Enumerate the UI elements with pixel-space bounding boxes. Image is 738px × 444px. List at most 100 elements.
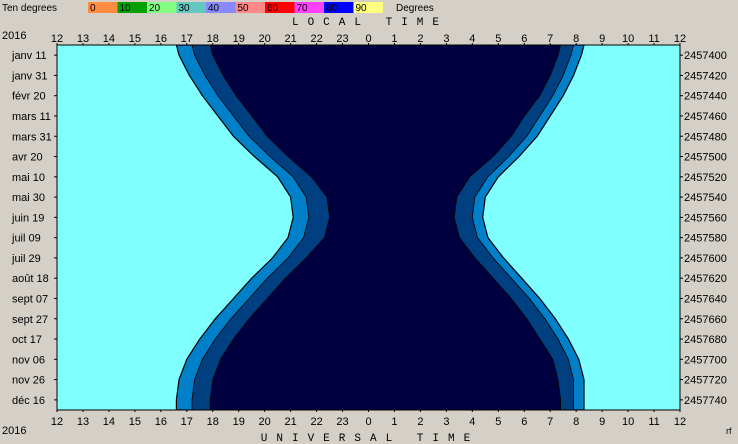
jd-label: 2457460 [684, 111, 727, 123]
legend-value: 20 [149, 3, 161, 14]
top-hour-labels: 12 13 14 15 16 17 18 19 20 21 22 23 0 1 2 3 4 5 6 7 8 9 10 11 12 [51, 33, 686, 45]
hour-label-bottom: 10 [622, 416, 634, 428]
jd-label: 2457700 [684, 354, 727, 366]
twilight-bands [175, 45, 585, 410]
legend-swatch [176, 2, 206, 13]
local-time-title: LOCAL TIME [292, 17, 448, 29]
hour-label-top: 1 [391, 33, 397, 45]
date-label: nov 06 [12, 354, 45, 366]
hour-label-bottom: 6 [521, 416, 527, 428]
hour-label-top: 18 [207, 33, 219, 45]
hour-label-top: 12 [51, 33, 63, 45]
legend-swatch [88, 2, 118, 13]
legend-swatch [147, 2, 177, 13]
hour-label-bottom: 2 [417, 416, 423, 428]
jd-label: 2457420 [684, 70, 727, 82]
jd-label: 2457540 [684, 192, 727, 204]
hour-label-top: 15 [129, 33, 141, 45]
hour-label-bottom: 7 [547, 416, 553, 428]
hour-label-bottom: 12 [51, 416, 63, 428]
hour-label-bottom: 15 [129, 416, 141, 428]
hour-label-top: 19 [233, 33, 245, 45]
hour-label-bottom: 23 [336, 416, 348, 428]
hour-label-top: 0 [365, 33, 371, 45]
hour-label-top: 16 [155, 33, 167, 45]
date-label: mai 10 [12, 172, 45, 184]
legend-value: 90 [356, 3, 368, 14]
legend-swatch [353, 2, 383, 13]
legend-swatch [117, 2, 147, 13]
hour-label-bottom: 0 [365, 416, 371, 428]
jd-label: 2457600 [684, 253, 727, 265]
hour-label-bottom: 18 [207, 416, 219, 428]
corner-mark: rf [726, 426, 732, 436]
date-label: mai 30 [12, 192, 45, 204]
hour-label-top: 12 [674, 33, 686, 45]
astronomical-night-band [209, 45, 562, 410]
hour-label-bottom: 21 [285, 416, 297, 428]
hour-label-top: 13 [77, 33, 89, 45]
jd-label: 2457560 [684, 212, 727, 224]
legend-value: 0 [90, 3, 96, 14]
legend-swatch [235, 2, 265, 13]
legend-value: 30 [179, 3, 191, 14]
hour-label-top: 11 [648, 33, 659, 45]
hour-label-bottom: 5 [495, 416, 501, 428]
hour-label-top: 3 [443, 33, 449, 45]
hour-label-top: 5 [495, 33, 501, 45]
jd-label: 2457500 [684, 152, 727, 164]
hour-label-bottom: 4 [469, 416, 475, 428]
legend-value: 10 [120, 3, 132, 14]
hour-label-bottom: 22 [310, 416, 322, 428]
jd-label: 2457480 [684, 131, 727, 143]
hour-label-bottom: 1 [391, 416, 397, 428]
date-label: nov 26 [12, 375, 45, 387]
jd-label: 2457400 [684, 50, 727, 62]
date-label: sept 07 [12, 293, 48, 305]
jd-label: 2457680 [684, 334, 727, 346]
date-label: mars 11 [12, 111, 51, 123]
date-label: mars 31 [12, 131, 52, 143]
universal-time-title: UNIVERSAL TIME [261, 433, 479, 444]
legend-value: 70 [297, 3, 309, 14]
jd-label: 2457740 [684, 395, 727, 407]
date-label: août 18 [12, 273, 49, 285]
legend: Ten degrees 0 10 20 30 40 50 60 70 80 90 Degrees [2, 2, 434, 14]
jd-label: 2457620 [684, 273, 727, 285]
hour-label-bottom: 3 [443, 416, 449, 428]
date-label: avr 20 [12, 152, 43, 164]
hour-label-bottom: 20 [259, 416, 271, 428]
hour-label-top: 2 [417, 33, 423, 45]
hour-label-top: 7 [547, 33, 553, 45]
hour-label-bottom: 9 [599, 416, 605, 428]
legend-value: 60 [267, 3, 279, 14]
legend-swatch [324, 2, 354, 13]
hour-label-top: 14 [103, 33, 115, 45]
band-group [175, 45, 585, 410]
julian-day-labels: 2457400 2457420 2457440 2457460 2457480 24575… [680, 50, 727, 407]
hour-label-bottom: 8 [573, 416, 579, 428]
hour-label-top: 22 [310, 33, 322, 45]
date-label: janv 31 [11, 70, 47, 82]
date-label: juil 29 [11, 253, 41, 265]
year-label-top: 2016 [2, 30, 26, 42]
jd-label: 2457640 [684, 293, 727, 305]
hour-label-top: 10 [622, 33, 634, 45]
date-label: déc 16 [12, 395, 45, 407]
year-label-bottom: 2016 [2, 425, 26, 437]
jd-label: 2457720 [684, 375, 727, 387]
hour-label-top: 20 [259, 33, 271, 45]
hour-label-bottom: 13 [77, 416, 89, 428]
hour-label-top: 23 [336, 33, 348, 45]
legend-swatch [265, 2, 295, 13]
date-label: févr 20 [12, 91, 46, 103]
legend-value: 50 [238, 3, 250, 14]
hour-label-top: 8 [573, 33, 579, 45]
jd-label: 2457440 [684, 91, 727, 103]
hour-label-bottom: 12 [674, 416, 686, 428]
hour-label-bottom: 14 [103, 416, 115, 428]
date-label: janv 11 [11, 50, 47, 62]
jd-label: 2457580 [684, 233, 727, 245]
date-label: juil 09 [11, 233, 41, 245]
